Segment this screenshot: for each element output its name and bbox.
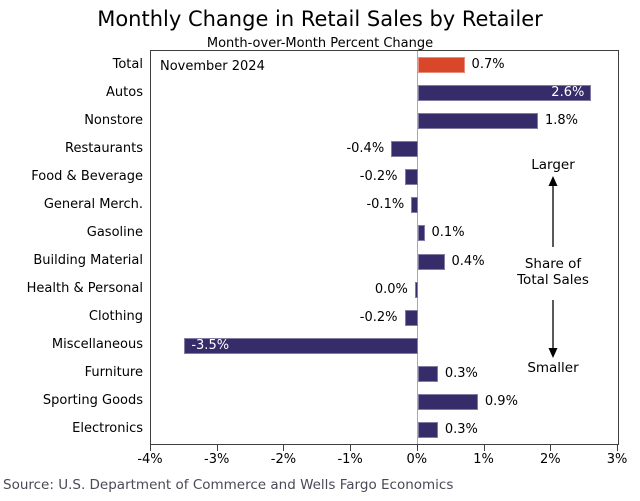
category-label: Electronics bbox=[72, 421, 143, 437]
x-axis-tick-label: -4% bbox=[137, 452, 163, 467]
chart-title: Monthly Change in Retail Sales by Retail… bbox=[97, 7, 543, 31]
x-axis-tick-label: -2% bbox=[270, 452, 297, 467]
bar-furniture bbox=[417, 365, 438, 382]
bar-value-label: 0.9% bbox=[484, 393, 518, 409]
x-axis-tick bbox=[550, 444, 552, 451]
category-label: Restaurants bbox=[65, 140, 143, 156]
category-label: Furniture bbox=[84, 365, 143, 381]
bar-electronics bbox=[417, 421, 438, 438]
annotation-share-line1: Share of bbox=[524, 256, 582, 272]
share-direction-arrows-icon bbox=[548, 176, 558, 358]
x-axis-tick-label: 3% bbox=[606, 452, 628, 467]
bar-value-label: -0.1% bbox=[366, 197, 405, 213]
bar-gasoline bbox=[417, 225, 425, 242]
category-label: Food & Beverage bbox=[31, 168, 143, 184]
bar-value-label: -0.2% bbox=[359, 169, 398, 185]
x-axis-tick-label: 1% bbox=[473, 452, 494, 467]
x-axis-tick-label: -1% bbox=[337, 452, 363, 467]
category-label: Building Material bbox=[33, 253, 143, 269]
category-label: Clothing bbox=[88, 309, 143, 325]
bar-value-label: -0.4% bbox=[346, 141, 385, 157]
bar-value-label: -3.5% bbox=[191, 337, 230, 353]
annotation-smaller: Smaller bbox=[527, 360, 579, 376]
x-axis-tick bbox=[617, 444, 618, 451]
category-label: Gasoline bbox=[86, 224, 143, 240]
bar-value-label: 0.7% bbox=[471, 57, 505, 73]
bar-value-label: -0.2% bbox=[359, 309, 398, 325]
category-label: Autos bbox=[106, 84, 143, 100]
category-label: Health & Personal bbox=[26, 281, 143, 297]
category-label: Nonstore bbox=[84, 112, 143, 128]
x-axis-tick bbox=[150, 444, 151, 451]
bar-value-label: 0.3% bbox=[444, 365, 478, 381]
bar-value-label: 0.4% bbox=[451, 253, 485, 269]
category-label: General Merch. bbox=[43, 196, 143, 212]
bar-value-label: 0.1% bbox=[431, 225, 465, 241]
bar-building-material bbox=[417, 253, 445, 270]
bar-nonstore bbox=[417, 113, 538, 130]
zero-axis-line bbox=[417, 51, 419, 444]
date-annotation: November 2024 bbox=[160, 59, 265, 74]
x-axis-tick-label: 2% bbox=[539, 452, 561, 467]
bar-restaurants bbox=[391, 141, 418, 158]
x-axis-tick bbox=[283, 444, 285, 451]
x-axis-tick bbox=[416, 444, 418, 451]
x-axis-tick bbox=[216, 444, 218, 451]
bar-total bbox=[417, 57, 465, 74]
bar-sporting-goods bbox=[417, 393, 478, 410]
annotation-share-of-total-sales: Share of Total Sales bbox=[501, 256, 605, 288]
chart-subtitle: Month-over-Month Percent Change bbox=[206, 36, 434, 51]
bar-miscellaneous bbox=[184, 337, 418, 354]
source-note: Source: U.S. Department of Commerce and … bbox=[3, 477, 454, 493]
category-label: Sporting Goods bbox=[42, 393, 143, 409]
x-axis-tick bbox=[483, 444, 485, 451]
bar-value-label: 1.8% bbox=[544, 113, 578, 129]
x-axis-tick-label: 0% bbox=[406, 452, 428, 467]
x-axis-tick bbox=[350, 444, 352, 451]
bar-value-label: 2.6% bbox=[551, 85, 585, 101]
category-label: Total bbox=[112, 56, 143, 72]
bar-value-label: 0.0% bbox=[374, 281, 408, 297]
annotation-larger: Larger bbox=[531, 157, 575, 173]
bar-clothing bbox=[404, 309, 418, 326]
bar-autos bbox=[417, 85, 592, 102]
annotation-share-line2: Total Sales bbox=[517, 272, 589, 288]
bar-health-personal bbox=[414, 281, 418, 298]
bar-general-merch- bbox=[411, 197, 418, 214]
x-axis-tick-label: -3% bbox=[204, 452, 230, 467]
category-label: Miscellaneous bbox=[51, 337, 143, 353]
bar-food-beverage bbox=[404, 169, 418, 186]
bar-value-label: 0.3% bbox=[444, 421, 478, 437]
plot-area: November 2024 0.7% 2.6% 1.8% -0.4% -0.2% -0.1… bbox=[150, 50, 619, 445]
